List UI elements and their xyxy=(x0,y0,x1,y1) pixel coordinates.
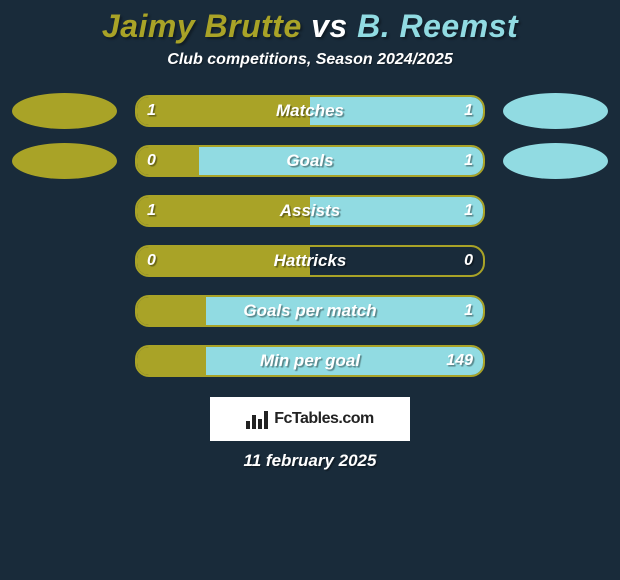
stat-bar: Goals per match1 xyxy=(135,295,485,327)
stat-row: 1Assists1 xyxy=(0,193,620,229)
chart-icon xyxy=(246,409,268,429)
stat-bar: 1Assists1 xyxy=(135,195,485,227)
stat-row: 0Goals1 xyxy=(0,143,620,179)
stat-row: Min per goal149 xyxy=(0,343,620,379)
stat-value-b: 1 xyxy=(464,197,473,225)
stats-container: 1Matches10Goals11Assists10Hattricks0Goal… xyxy=(0,93,620,379)
title: Jaimy Brutte vs B. Reemst xyxy=(0,8,620,45)
player-a-name: Jaimy Brutte xyxy=(102,8,302,44)
stat-value-b: 149 xyxy=(446,347,473,375)
subtitle: Club competitions, Season 2024/2025 xyxy=(0,51,620,69)
stat-value-b: 1 xyxy=(464,97,473,125)
stat-row: Goals per match1 xyxy=(0,293,620,329)
brand-text: FcTables.com xyxy=(274,410,374,428)
player-b-oval xyxy=(503,93,608,129)
stat-bar: 1Matches1 xyxy=(135,95,485,127)
player-b-oval xyxy=(503,143,608,179)
vs-text: vs xyxy=(311,8,348,44)
brand-box: FcTables.com xyxy=(210,397,410,441)
stat-row: 1Matches1 xyxy=(0,93,620,129)
stat-label: Min per goal xyxy=(137,347,483,375)
player-a-oval xyxy=(12,93,117,129)
stat-value-b: 1 xyxy=(464,147,473,175)
stat-label: Goals per match xyxy=(137,297,483,325)
comparison-infographic: Jaimy Brutte vs B. Reemst Club competiti… xyxy=(0,0,620,580)
stat-bar: Min per goal149 xyxy=(135,345,485,377)
stat-value-b: 0 xyxy=(464,247,473,275)
stat-row: 0Hattricks0 xyxy=(0,243,620,279)
stat-label: Hattricks xyxy=(137,247,483,275)
stat-bar: 0Hattricks0 xyxy=(135,245,485,277)
stat-value-b: 1 xyxy=(464,297,473,325)
stat-label: Goals xyxy=(137,147,483,175)
player-a-oval xyxy=(12,143,117,179)
player-b-name: B. Reemst xyxy=(357,8,518,44)
stat-label: Matches xyxy=(137,97,483,125)
date-text: 11 february 2025 xyxy=(0,451,620,471)
stat-bar: 0Goals1 xyxy=(135,145,485,177)
stat-label: Assists xyxy=(137,197,483,225)
